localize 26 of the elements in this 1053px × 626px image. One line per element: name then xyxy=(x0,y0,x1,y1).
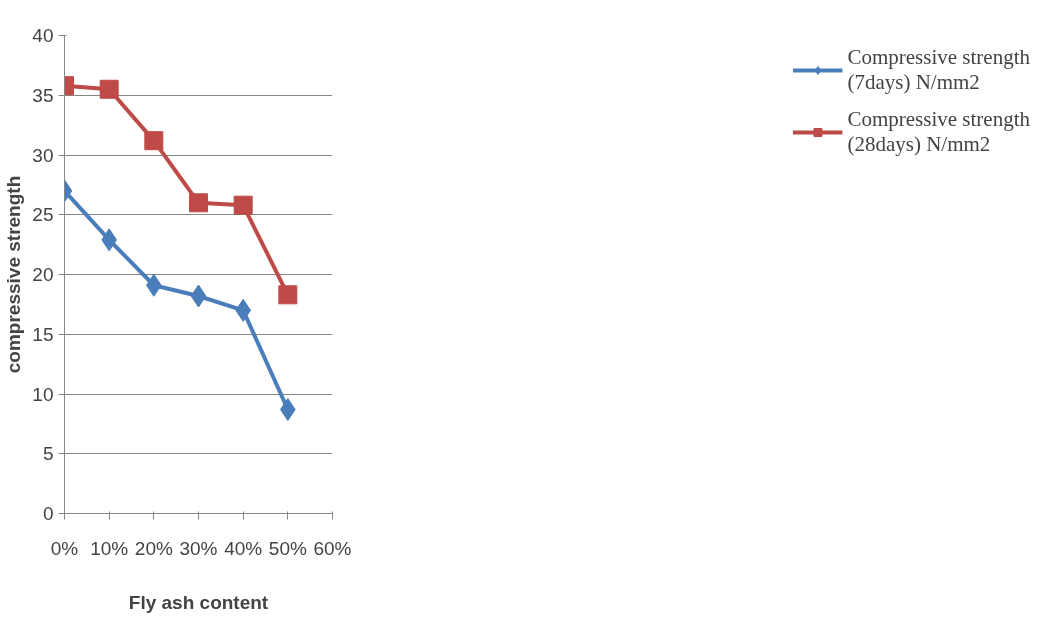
y-tick-label: 5 xyxy=(42,443,54,465)
legend-label: Compressive strength (7days) N/mm2 xyxy=(847,45,1030,95)
y-tick-label: 30 xyxy=(32,144,54,166)
point xyxy=(190,284,207,308)
x-tick-label: 30% xyxy=(179,537,218,559)
y-tick-label: 40 xyxy=(32,25,54,46)
y-tick-label: 20 xyxy=(32,264,54,285)
x-tick-label: 50% xyxy=(268,537,307,559)
y-tick-label: 0 xyxy=(42,503,54,524)
y-tick-label: 10 xyxy=(32,383,54,405)
x-tick-label: 0% xyxy=(50,537,79,559)
x-tick-label: 20% xyxy=(134,537,173,559)
legend-label: Compressive strength (28days) N/mm2 xyxy=(847,107,1030,157)
y-tick-label: 25 xyxy=(32,204,54,226)
x-axis-title: Fly ash content xyxy=(128,591,269,613)
point xyxy=(233,195,253,215)
point xyxy=(144,131,164,151)
point xyxy=(278,285,298,305)
point xyxy=(189,193,208,213)
point xyxy=(99,79,119,99)
y-tick-label: 15 xyxy=(32,323,54,345)
x-tick-label: 60% xyxy=(313,537,352,559)
y-tick-label: 35 xyxy=(32,84,54,106)
y-axis-title: compressive strength xyxy=(3,175,25,374)
x-tick-label: 40% xyxy=(224,537,263,559)
x-tick-label: 10% xyxy=(90,537,129,559)
